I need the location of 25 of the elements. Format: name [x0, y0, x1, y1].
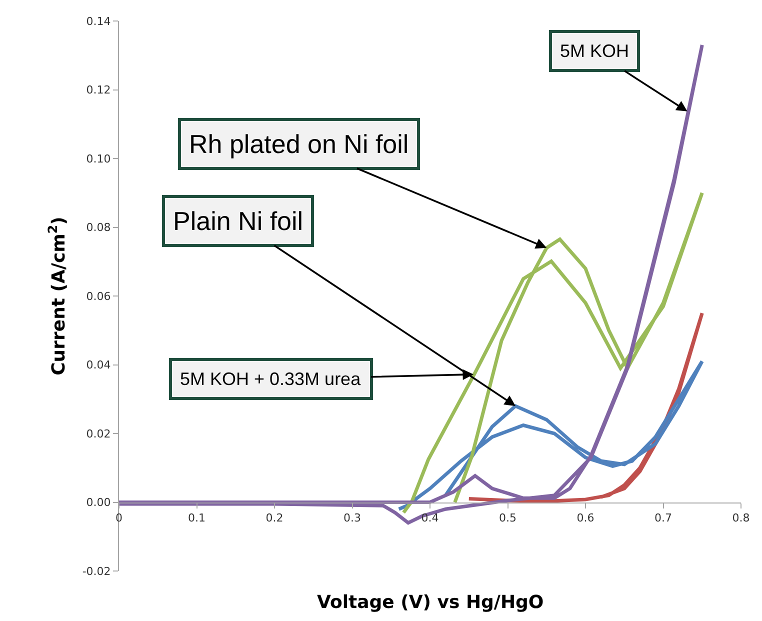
x-tick-label: 0.1: [188, 511, 206, 524]
x-tick-label: 0.8: [732, 511, 750, 524]
y-tick-label: 0.10: [86, 152, 111, 166]
annotation: 5M KOH: [560, 41, 630, 61]
y-tick-label: 0.12: [86, 84, 111, 97]
x-tick-label: 0.2: [266, 511, 284, 524]
line-series: [397, 360, 704, 511]
y-tick-label: -0.02: [82, 564, 111, 578]
x-axis-title: Voltage (V) vs Hg/HgO: [317, 592, 544, 613]
x-tick-label: 0.3: [344, 511, 361, 524]
x-tick-label: 0.7: [654, 511, 672, 524]
y-tick-label: 0.00: [86, 496, 111, 510]
y-tick-label: 0.14: [86, 14, 111, 28]
x-tick-label: 0.5: [499, 511, 516, 524]
y-tick-label: 0.04: [86, 358, 111, 372]
annotation: Rh plated on Ni foil: [189, 129, 409, 159]
line-series: [402, 191, 704, 514]
annotation: 5M KOH + 0.33M urea: [180, 369, 362, 389]
x-tick-label: 0.4: [421, 511, 439, 524]
y-tick-label: 0.06: [86, 290, 111, 303]
y-tick-label: 0.08: [86, 221, 111, 234]
x-tick-label: 0.6: [576, 511, 594, 524]
annotation: Plain Ni foil: [173, 206, 304, 236]
x-tick-label: 0: [116, 511, 122, 524]
y-tick-label: 0.02: [86, 427, 111, 440]
